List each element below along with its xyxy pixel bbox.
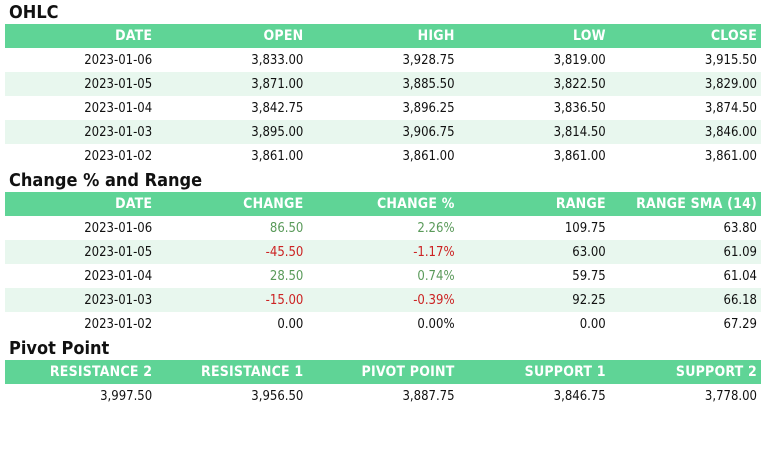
range-cell: 109.75 [564,220,606,236]
ohlc-close-cell: 3,915.50 [704,52,757,68]
ohlc-col-close: CLOSE [609,24,761,48]
table-row: 2023-01-04 3,842.75 3,896.25 3,836.50 3,… [5,96,761,120]
pivot-point-cell: 3,887.75 [402,388,455,404]
range-sma-cell: 61.04 [723,268,757,284]
table-row: 2023-01-05 3,871.00 3,885.50 3,822.50 3,… [5,72,761,96]
range-sma-cell: 61.09 [609,240,761,264]
change-value-cell: 28.50 [269,268,304,284]
range-cell: 59.75 [572,268,606,284]
change-col-change: CHANGE [156,192,308,216]
ohlc-date-cell: 2023-01-06 [84,52,153,68]
ohlc-open-cell: 3,895.00 [156,120,308,144]
pivot-col-support-2: SUPPORT 2 [609,360,761,384]
ohlc-low-cell: 3,861.00 [553,148,606,164]
ohlc-open-cell: 3,861.00 [251,148,304,164]
ohlc-date-cell: 2023-01-05 [5,72,157,96]
ohlc-open-cell: 3,833.00 [251,52,304,68]
change-date-cell: 2023-01-04 [84,268,153,284]
ohlc-low-cell: 3,819.00 [553,52,606,68]
change-date-cell: 2023-01-05 [5,240,157,264]
ohlc-col-high: HIGH [307,24,459,48]
resistance-2-cell: 3,997.50 [100,388,153,404]
ohlc-table: DATE OPEN HIGH LOW CLOSE 2023-01-06 3,83… [5,24,761,168]
range-cell: 63.00 [458,240,610,264]
ohlc-high-cell: 3,928.75 [402,52,455,68]
support-1-cell: 3,846.75 [553,388,606,404]
ohlc-title: OHLC [9,2,59,23]
ohlc-close-cell: 3,846.00 [609,120,761,144]
change-pct-cell: 0.74% [417,268,455,284]
change-value-cell: -15.00 [156,288,308,312]
support-2-cell: 3,778.00 [704,388,757,404]
change-range-table: DATE CHANGE CHANGE % RANGE RANGE SMA (14… [5,192,761,336]
ohlc-high-cell: 3,896.25 [402,100,455,116]
ohlc-header-row: DATE OPEN HIGH LOW CLOSE [5,24,761,48]
change-value-cell: -45.50 [156,240,308,264]
change-range-title: Change % and Range [9,170,203,191]
change-col-range-sma: RANGE SMA (14) [609,192,761,216]
change-value-cell: 0.00 [277,316,304,332]
ohlc-close-cell: 3,861.00 [704,148,757,164]
ohlc-date-cell: 2023-01-04 [84,100,153,116]
pivot-point-table: RESISTANCE 2 RESISTANCE 1 PIVOT POINT SU… [5,360,761,408]
ohlc-close-cell: 3,874.50 [704,100,757,116]
change-date-cell: 2023-01-03 [5,288,157,312]
pivot-header-row: RESISTANCE 2 RESISTANCE 1 PIVOT POINT SU… [5,360,761,384]
ohlc-open-cell: 3,871.00 [156,72,308,96]
ohlc-date-cell: 2023-01-02 [84,148,153,164]
change-value-cell: 86.50 [269,220,304,236]
ohlc-close-cell: 3,829.00 [609,72,761,96]
change-date-cell: 2023-01-06 [84,220,153,236]
table-row: 2023-01-06 86.50 2.26% 109.75 63.80 [5,216,761,240]
ohlc-col-open: OPEN [156,24,308,48]
resistance-1-cell: 3,956.50 [251,388,304,404]
table-row: 2023-01-02 0.00 0.00% 0.00 67.29 [5,312,761,336]
table-row: 2023-01-02 3,861.00 3,861.00 3,861.00 3,… [5,144,761,168]
ohlc-low-cell: 3,822.50 [458,72,610,96]
change-pct-cell: -1.17% [307,240,459,264]
change-col-change-pct: CHANGE % [307,192,459,216]
change-col-date: DATE [5,192,157,216]
ohlc-high-cell: 3,861.00 [402,148,455,164]
range-sma-cell: 67.29 [723,316,757,332]
change-pct-cell: 2.26% [417,220,455,236]
change-date-cell: 2023-01-02 [84,316,153,332]
ohlc-col-low: LOW [458,24,610,48]
range-sma-cell: 63.80 [723,220,757,236]
change-pct-cell: -0.39% [307,288,459,312]
change-header-row: DATE CHANGE CHANGE % RANGE RANGE SMA (14… [5,192,761,216]
change-pct-cell: 0.00% [417,316,455,332]
table-row: 2023-01-03 -15.00 -0.39% 92.25 66.18 [5,288,761,312]
ohlc-high-cell: 3,885.50 [307,72,459,96]
pivot-point-title: Pivot Point [9,338,110,359]
pivot-col-support-1: SUPPORT 1 [458,360,610,384]
range-cell: 0.00 [579,316,606,332]
pivot-col-resistance-2: RESISTANCE 2 [5,360,157,384]
page: OHLC DATE OPEN HIGH LOW CLOSE 2023-01-06… [5,2,761,408]
table-row: 2023-01-05 -45.50 -1.17% 63.00 61.09 [5,240,761,264]
range-cell: 92.25 [458,288,610,312]
table-row: 2023-01-03 3,895.00 3,906.75 3,814.50 3,… [5,120,761,144]
ohlc-date-cell: 2023-01-03 [5,120,157,144]
ohlc-open-cell: 3,842.75 [251,100,304,116]
ohlc-col-date: DATE [5,24,157,48]
ohlc-high-cell: 3,906.75 [307,120,459,144]
ohlc-low-cell: 3,814.50 [458,120,610,144]
table-row: 2023-01-04 28.50 0.74% 59.75 61.04 [5,264,761,288]
change-col-range: RANGE [458,192,610,216]
range-sma-cell: 66.18 [609,288,761,312]
table-row: 3,997.50 3,956.50 3,887.75 3,846.75 3,77… [5,384,761,408]
table-row: 2023-01-06 3,833.00 3,928.75 3,819.00 3,… [5,48,761,72]
pivot-col-pivot-point: PIVOT POINT [307,360,459,384]
pivot-col-resistance-1: RESISTANCE 1 [156,360,308,384]
ohlc-low-cell: 3,836.50 [553,100,606,116]
